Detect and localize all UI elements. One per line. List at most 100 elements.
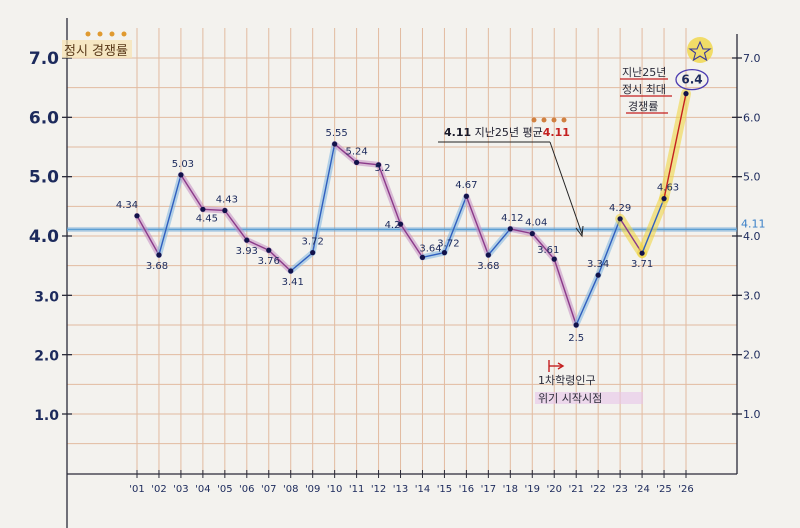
data-label: 3.93 — [236, 246, 258, 257]
data-point — [354, 159, 360, 166]
series-segment — [597, 218, 621, 276]
series-segment — [510, 228, 533, 235]
x-tick-label: '04 — [195, 484, 210, 495]
x-tick-label: '14 — [415, 484, 430, 495]
data-label: 4.45 — [196, 213, 218, 224]
data-label: 4.12 — [501, 213, 523, 224]
x-tick-label: '26 — [678, 484, 693, 495]
data-label: 4.04 — [525, 218, 547, 229]
data-label: 2.5 — [568, 333, 584, 344]
data-label: 3.71 — [631, 259, 653, 270]
crisis-note-line-2: 위기 시작시점 — [538, 392, 602, 405]
crisis-note-line-1: 1차학령인구 — [538, 374, 596, 387]
y-tick-label-right: 2.0 — [743, 349, 761, 362]
y-tick-label-right: 3.0 — [743, 289, 761, 302]
data-point — [419, 254, 426, 260]
y-tick-label-left: 4.0 — [29, 227, 59, 247]
x-tick-label: '12 — [371, 484, 386, 495]
y-tick-label-right: 1.0 — [743, 408, 761, 421]
x-tick-label: '08 — [283, 484, 298, 495]
data-point — [617, 216, 623, 222]
data-label: 5.55 — [326, 128, 348, 139]
x-tick-label: '07 — [261, 484, 276, 495]
data-point — [595, 272, 601, 278]
x-tick-label: '18 — [503, 484, 518, 495]
average-annotation-prefix: 4.11 — [444, 126, 471, 139]
series-segment — [531, 233, 555, 260]
y-tick-label-right: 4.0 — [743, 230, 761, 243]
data-point — [485, 252, 491, 258]
x-tick-label: '06 — [239, 484, 254, 495]
data-point — [661, 196, 667, 202]
average-annotation: 4.11 지난25년 평균4.11 — [444, 126, 570, 139]
series-segment — [202, 208, 225, 212]
average-annotation-arrowhead — [575, 225, 584, 238]
y-tick-label-left: 5.0 — [29, 168, 59, 188]
x-tick-label: '02 — [151, 484, 166, 495]
data-point — [441, 250, 448, 256]
data-label: 3.61 — [537, 245, 559, 256]
data-point — [134, 213, 140, 219]
average-value-label: 4.11 — [741, 217, 766, 230]
data-point — [178, 172, 184, 178]
title-dots — [85, 31, 127, 37]
series-segment — [356, 161, 379, 166]
data-label: 3.76 — [258, 256, 280, 267]
data-label-max: 6.4 — [681, 73, 702, 87]
x-tick-label: '20 — [546, 484, 561, 495]
data-label: 3.72 — [302, 237, 324, 248]
data-label: 4.63 — [657, 183, 679, 194]
axes: 1.0 1.0 2.0 2.0 3.0 3.0 4.0 4.0 5.0 5.0 6.0 6.0 7.0 7… — [29, 18, 761, 528]
max-note-line-3: 경쟁률 — [628, 100, 658, 113]
y-tick-label-right: 6.0 — [743, 111, 761, 124]
x-tick-label: '11 — [349, 484, 364, 495]
y-tick-label-right: 7.0 — [743, 52, 761, 65]
x-tick-label: '05 — [217, 484, 232, 495]
series-segment — [553, 258, 577, 326]
title-highlight — [62, 40, 132, 58]
data-point — [463, 193, 469, 199]
data-label: 4.2 — [385, 220, 401, 231]
max-value-circle — [675, 68, 709, 91]
data-label: 5.03 — [172, 159, 194, 170]
data-label: 3.34 — [587, 259, 609, 270]
data-label: 3.64 — [419, 243, 441, 254]
data-label: 3.68 — [477, 261, 499, 272]
x-tick-label: '24 — [634, 484, 649, 495]
data-point — [310, 250, 316, 256]
data-label: 4.29 — [609, 203, 631, 214]
series-segment — [443, 195, 468, 253]
x-tick-label: '19 — [525, 484, 540, 495]
max-note-line-1: 지난25년 — [622, 66, 666, 79]
data-point — [244, 237, 250, 243]
data-point — [288, 268, 294, 274]
series-segment — [487, 228, 511, 256]
series-segment — [158, 174, 182, 256]
series-segment — [663, 93, 687, 199]
y-tick-label-left: 6.0 — [29, 108, 59, 128]
series-segment — [180, 174, 204, 210]
data-label: 5.24 — [345, 146, 367, 157]
max-star-icon — [687, 37, 713, 63]
data-point — [375, 162, 382, 168]
x-tick-label: '25 — [656, 484, 671, 495]
x-tick-label: '16 — [459, 484, 474, 495]
series-segment — [290, 252, 314, 272]
series-line-group — [134, 88, 691, 328]
data-point — [156, 252, 162, 258]
x-tick-label: '01 — [129, 484, 144, 495]
series-segment — [311, 143, 336, 253]
series-segment — [619, 218, 643, 254]
average-annotation-value: 4.11 — [543, 126, 570, 139]
y-tick-label-left: 1.0 — [34, 408, 59, 424]
x-tick-label: '03 — [173, 484, 188, 495]
y-tick-label-left: 2.0 — [34, 349, 59, 365]
average-annotation-arrow — [549, 141, 583, 235]
x-tick-label: '10 — [327, 484, 342, 495]
series-segment — [422, 251, 445, 259]
data-point — [683, 91, 689, 97]
data-point — [529, 231, 535, 237]
data-label: 5.2 — [375, 163, 391, 174]
